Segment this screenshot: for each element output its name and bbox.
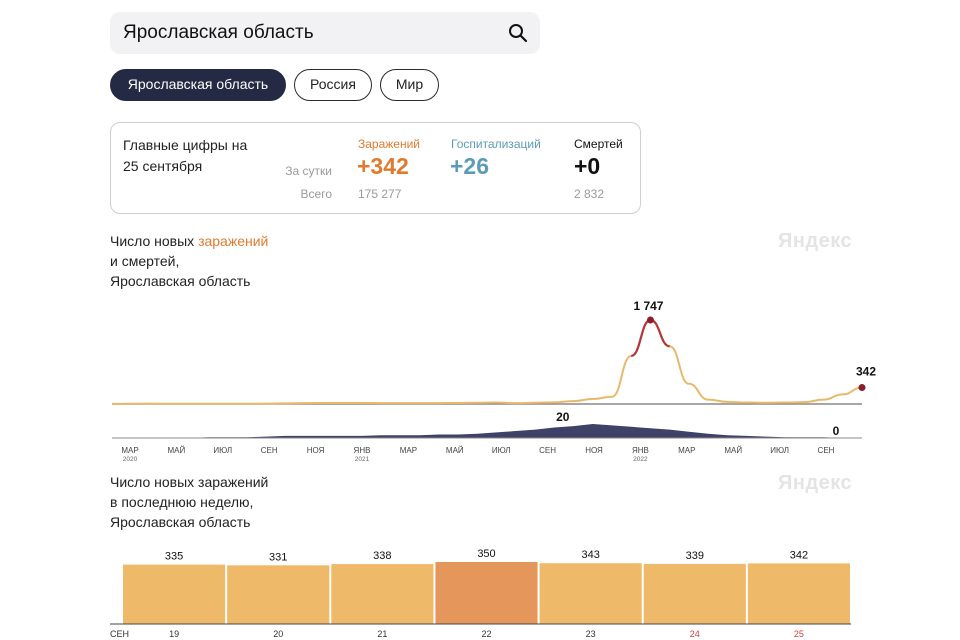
chart1-title-part1: Число новых xyxy=(110,233,199,249)
summary-title-line1: Главные цифры на xyxy=(123,137,248,153)
x-tick-label: МАЙ xyxy=(446,446,464,455)
infections-daily: +342 xyxy=(357,153,409,179)
chart1-title-line2: и смертей, xyxy=(110,253,180,269)
deaths-daily: +0 xyxy=(574,153,601,179)
deaths-peak-label: 20 xyxy=(556,410,570,424)
deaths-last-label: 0 xyxy=(833,424,840,438)
week-day-label: 25 xyxy=(794,629,804,639)
x-tick-label: ИЮЛ xyxy=(213,446,232,455)
x-tick-label: МАР xyxy=(121,446,138,455)
region-tab-russia[interactable]: Россия xyxy=(294,69,372,101)
x-tick-label: НОЯ xyxy=(307,446,325,455)
hospitalizations-label: Госпитализаций xyxy=(451,137,541,151)
week-bar-value: 338 xyxy=(373,550,391,562)
week-day-label: 24 xyxy=(690,629,700,639)
x-tick-label: СЕН xyxy=(818,446,835,455)
chart1-watermark: Яндекс xyxy=(778,230,853,252)
search-bar xyxy=(110,12,540,54)
peak-point xyxy=(646,316,654,324)
x-tick-year: 2021 xyxy=(355,456,370,462)
chart2-bar-chart: 335 19 331 20 338 21 350 22 343 23 339 24 342 25 СЕН xyxy=(110,548,851,639)
x-tick-label: НОЯ xyxy=(585,446,603,455)
week-day-label: 22 xyxy=(481,629,491,639)
week-bar xyxy=(331,564,434,624)
chart2-title-line2: в последнюю неделю, xyxy=(110,494,254,510)
last-point xyxy=(858,384,866,392)
deaths-label: Смертей xyxy=(574,137,623,151)
deaths-area xyxy=(112,424,862,438)
infections-peak-segment xyxy=(630,318,671,358)
week-bar xyxy=(747,563,850,624)
infections-label: Заражений xyxy=(358,137,421,151)
week-bar-value: 343 xyxy=(581,549,599,561)
week-bar-value: 331 xyxy=(269,551,287,563)
peak-label: 1 747 xyxy=(633,299,663,313)
x-tick-year: 2022 xyxy=(633,456,648,462)
chart1-title-line3: Ярославская область xyxy=(110,273,251,289)
search-input[interactable] xyxy=(123,21,483,45)
infections-total: 175 277 xyxy=(358,187,402,201)
week-bar xyxy=(435,562,538,624)
x-tick-label: ЯНВ xyxy=(632,446,649,455)
chart2-title-line3: Ярославская область xyxy=(110,514,251,530)
chart1-title-highlight: заражений xyxy=(198,233,269,249)
week-bar xyxy=(643,563,746,624)
x-tick-label: МАЙ xyxy=(724,446,742,455)
week-bar xyxy=(123,564,226,624)
x-tick-label: ЯНВ xyxy=(354,446,371,455)
week-bar xyxy=(227,565,330,624)
x-tick-label: МАР xyxy=(400,446,417,455)
x-tick-label: МАЙ xyxy=(168,446,186,455)
summary-title: Главные цифры на 25 сентября xyxy=(123,135,283,177)
x-tick-year: 2020 xyxy=(123,456,138,462)
chart2-title: Число новых заражений в последнюю неделю… xyxy=(110,472,268,532)
week-bar-value: 342 xyxy=(790,549,808,561)
region-tab-world[interactable]: Мир xyxy=(380,69,439,101)
x-tick-label: МАР xyxy=(678,446,695,455)
search-icon[interactable] xyxy=(508,23,528,43)
infections-line xyxy=(111,318,863,405)
week-day-label: 21 xyxy=(377,629,387,639)
x-tick-label: ИЮЛ xyxy=(492,446,511,455)
chart2-title-line1: Число новых заражений xyxy=(110,474,269,490)
week-bar-value: 339 xyxy=(686,550,704,562)
hospitalizations-daily: +26 xyxy=(450,153,490,179)
chart2-watermark: Яндекс xyxy=(778,472,853,494)
week-bar-value: 350 xyxy=(477,548,495,560)
week-day-label: 20 xyxy=(273,629,283,639)
x-tick-label: СЕН xyxy=(261,446,278,455)
summary-date: 25 сентября xyxy=(123,158,203,174)
region-tab-yaroslavl[interactable]: Ярославская область xyxy=(110,69,286,101)
month-label: СЕН xyxy=(110,629,129,639)
daily-label: За сутки xyxy=(285,164,332,178)
total-label: Всего xyxy=(300,187,332,201)
x-tick-label: ИЮЛ xyxy=(770,446,789,455)
x-tick-label: СЕН xyxy=(539,446,556,455)
week-day-label: 19 xyxy=(169,629,179,639)
week-day-label: 23 xyxy=(586,629,596,639)
summary-card: Главные цифры на 25 сентября За сутки Вс… xyxy=(110,122,641,214)
deaths-total: 2 832 xyxy=(574,187,605,201)
week-bar xyxy=(539,563,642,624)
last-value-label: 342 xyxy=(856,365,876,379)
chart1-title: Число новых заражений и смертей, Ярослав… xyxy=(110,231,268,291)
week-bar-value: 335 xyxy=(165,551,183,563)
